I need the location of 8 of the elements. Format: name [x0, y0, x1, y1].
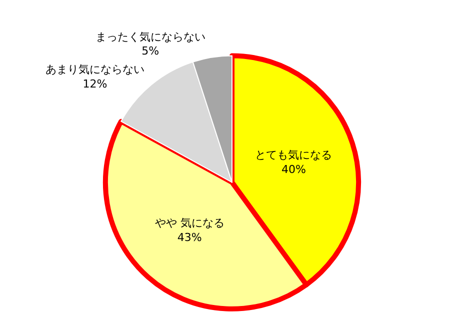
data-label: 12%	[82, 77, 108, 90]
slice-label: やや 気になる	[154, 216, 224, 230]
data-label: 5%	[142, 44, 160, 58]
slice-label: まったく気にならない	[95, 30, 206, 44]
slice-label: あまり気にならない	[45, 63, 144, 76]
data-label: 40%	[281, 162, 306, 176]
data-label: 43%	[177, 231, 202, 244]
slice-label: とても気になる	[255, 148, 332, 162]
